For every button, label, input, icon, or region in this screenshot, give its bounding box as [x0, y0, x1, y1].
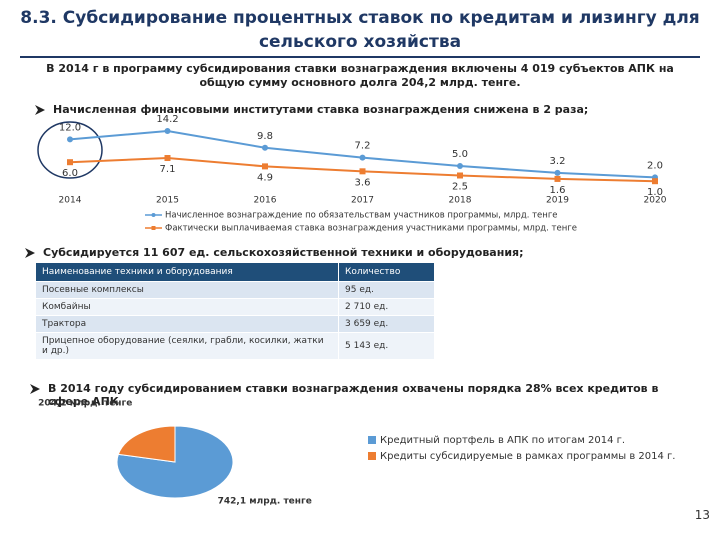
- table-cell: Комбайны: [35, 298, 339, 316]
- x-tick-label: 2016: [254, 196, 277, 206]
- x-tick-label: 2014: [59, 196, 82, 206]
- legend-marker: [151, 226, 156, 230]
- highlight-circle: [37, 121, 103, 179]
- table-cell: 2 710 ед.: [338, 298, 435, 316]
- data-label: 14.2: [156, 114, 178, 125]
- point: [262, 144, 268, 151]
- slide-title: 8.3. Субсидирование процентных ставок по…: [20, 8, 700, 52]
- x-tick-label: 2018: [449, 196, 472, 206]
- table-cell: 95 ед.: [338, 281, 435, 299]
- point: [457, 163, 463, 169]
- table-cell: Посевные комплексы: [35, 281, 339, 299]
- data-label: 742,1 млрд. тенге: [218, 496, 312, 506]
- data-label: 7.2: [355, 141, 371, 152]
- legend-marker: [151, 213, 156, 217]
- point: [457, 172, 463, 179]
- bullet-text: Начисленная финансовыми институтами став…: [53, 103, 589, 116]
- bullet: Субсидируется 11 607 ед. сельскохозяйств…: [25, 246, 685, 259]
- legend-label: Фактически выплачиваемая ставка вознагра…: [165, 224, 577, 234]
- point: [164, 155, 171, 162]
- bullet-icon: [30, 384, 40, 394]
- data-label: 2.0: [647, 160, 663, 171]
- point: [67, 159, 73, 166]
- pie-slice: [116, 425, 234, 499]
- table-row: Комбайны 2 710 ед.: [35, 298, 435, 316]
- bullet-icon: [35, 105, 45, 115]
- bullet: В 2014 году субсидированием ставки возна…: [30, 382, 670, 408]
- data-label: 4.9: [257, 172, 273, 183]
- legend-swatch: [368, 452, 376, 460]
- data-label: 12.0: [59, 122, 81, 133]
- data-label: 204,2 млрд. тенге: [38, 399, 132, 409]
- legend-label: Кредиты субсидируемые в рамках программы…: [380, 451, 675, 462]
- point: [67, 136, 73, 143]
- legend-label: Начисленное вознаграждение по обязательс…: [165, 211, 558, 221]
- point: [652, 178, 658, 185]
- intro: В 2014 г в программу субсидирования став…: [46, 62, 674, 89]
- x-tick-label: 2020: [644, 196, 667, 206]
- table-cell: 5 143 ед.: [338, 332, 435, 360]
- header-cell: Количество: [338, 262, 435, 282]
- data-label: 3.2: [550, 156, 566, 167]
- bullet: Начисленная финансовыми институтами став…: [35, 103, 685, 116]
- data-label: 3.6: [355, 177, 371, 188]
- data-label: 7.1: [160, 164, 176, 175]
- point: [554, 175, 561, 182]
- table-cell: 3 659 ед.: [338, 315, 435, 333]
- x-tick-label: 2019: [546, 196, 569, 206]
- divider: [20, 56, 700, 58]
- point: [359, 168, 366, 175]
- bullet-text: В 2014 году субсидированием ставки возна…: [48, 382, 659, 408]
- x-tick-label: 2017: [351, 196, 374, 206]
- table-row: Посевные комплексы 95 ед.: [35, 281, 435, 299]
- point: [262, 163, 268, 170]
- point: [554, 169, 561, 176]
- bullet-text: Субсидируется 11 607 ед. сельскохозяйств…: [43, 246, 524, 259]
- data-label: 1.6: [550, 185, 566, 196]
- pie-slice: [117, 425, 176, 463]
- data-label: 1.0: [647, 187, 663, 198]
- legend-label: Кредитный портфель в АПК по итогам 2014 …: [380, 435, 625, 446]
- header-cell: Наименование техники и оборудования: [35, 262, 339, 282]
- table-cell: Прицепное оборудование (сеялки, грабли, …: [35, 332, 339, 360]
- point: [359, 154, 366, 161]
- point: [164, 128, 171, 135]
- legend-swatch: [368, 436, 376, 444]
- x-tick-label: 2015: [156, 196, 179, 206]
- data-label: 2.5: [452, 182, 468, 193]
- data-label: 9.8: [257, 131, 273, 142]
- data-label: 5.0: [452, 149, 468, 160]
- table-row: Прицепное оборудование (сеялки, грабли, …: [35, 332, 435, 360]
- bullet-icon: [25, 248, 35, 258]
- data-label: 6.0: [62, 168, 78, 179]
- equipment-table: Наименование техники и оборудования Коли…: [35, 262, 435, 360]
- page-number: 13: [694, 508, 710, 522]
